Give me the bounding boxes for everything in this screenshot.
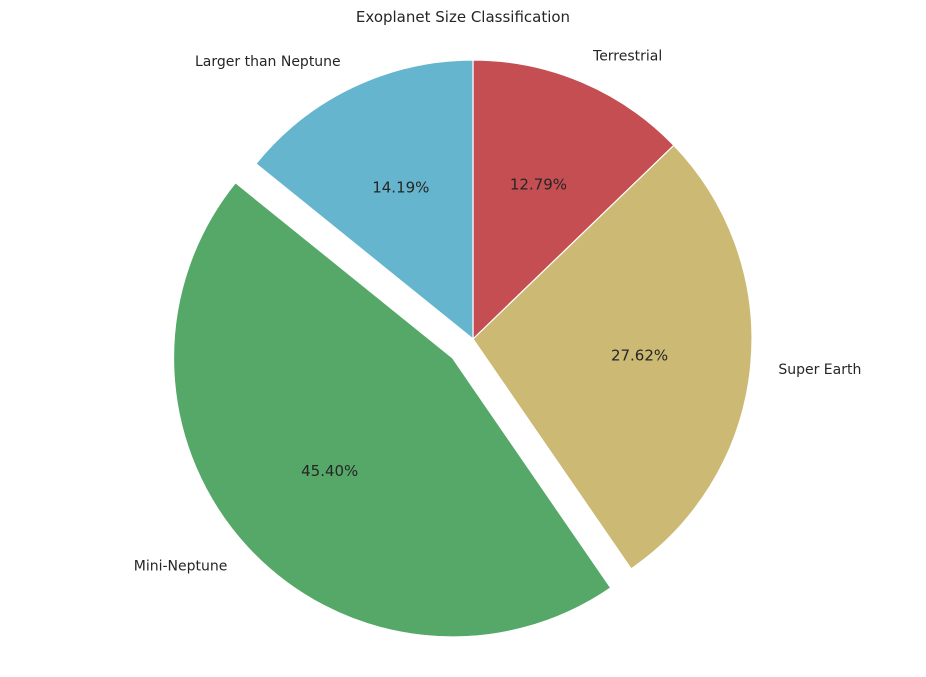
pct-label-larger-than-neptune: 14.19% [372, 178, 429, 196]
slice-label-terrestrial: Terrestrial [592, 49, 662, 65]
pie-slices [172, 59, 753, 638]
pie-slice-super-earth [472, 144, 753, 570]
slice-label-larger-than-neptune: Larger than Neptune [195, 54, 341, 70]
slice-label-mini-neptune: Mini-Neptune [134, 558, 228, 574]
pct-label-super-earth: 27.62% [611, 346, 668, 364]
pie-slice-mini-neptune [172, 181, 612, 638]
pie-slice-terrestrial [472, 59, 675, 341]
chart-title: Exoplanet Size Classification [356, 8, 570, 26]
slice-label-super-earth: Super Earth [778, 362, 861, 378]
pct-label-mini-neptune: 45.40% [301, 462, 358, 480]
pct-label-terrestrial: 12.79% [510, 175, 567, 193]
pie-slice-larger-than-neptune [255, 59, 474, 341]
percentage-labels: 12.79% 27.62% 45.40% 14.19% [301, 175, 668, 480]
slice-labels: Terrestrial Super Earth Mini-Neptune Larger… [134, 49, 862, 575]
